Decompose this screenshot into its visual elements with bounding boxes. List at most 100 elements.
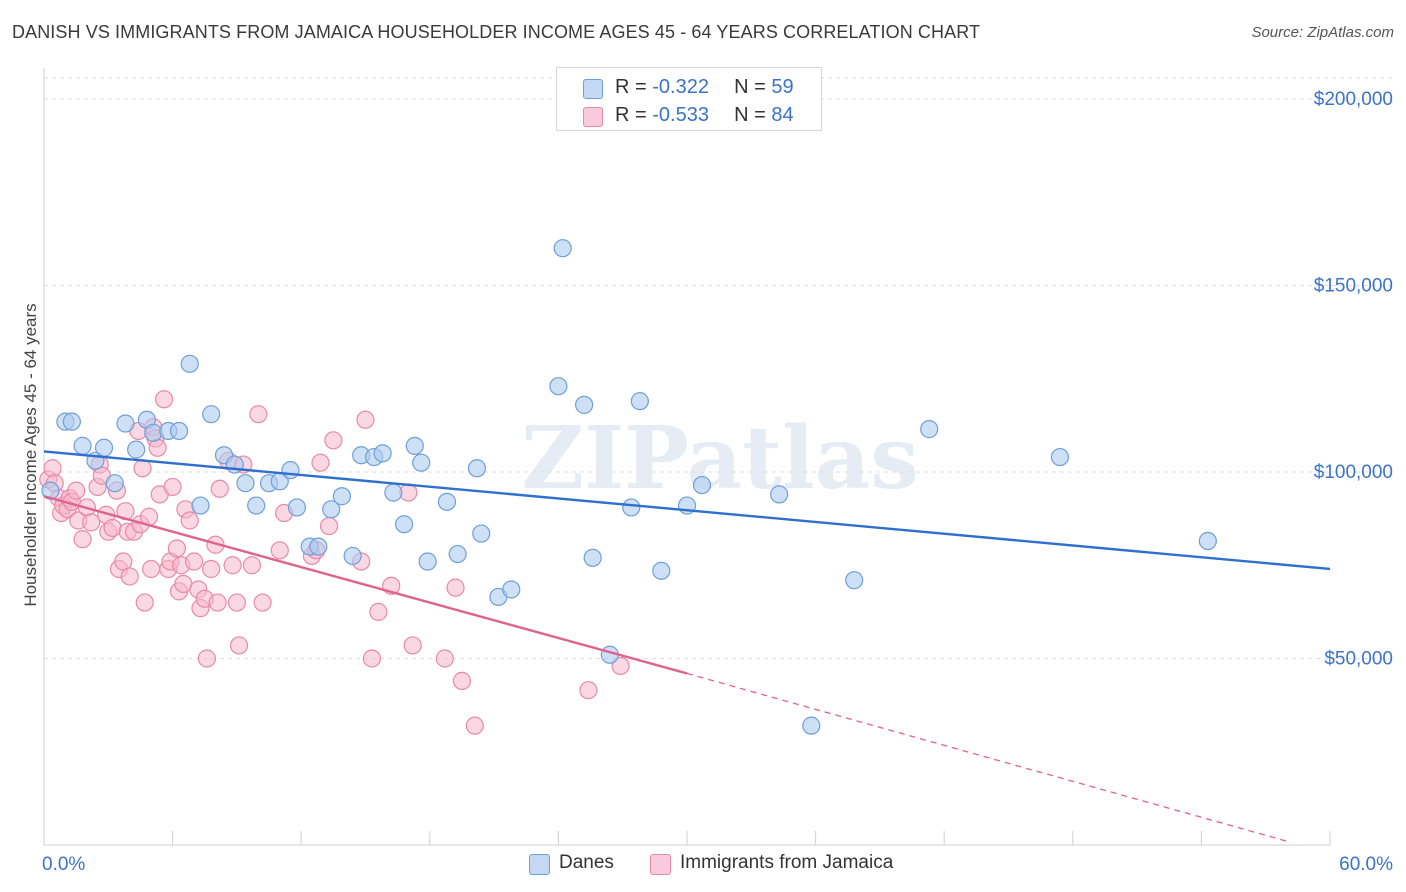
jamaica-point [324, 431, 343, 450]
jamaica-point [135, 593, 154, 612]
danes-point [583, 548, 602, 567]
jamaica-r-label: R = [615, 104, 653, 126]
jamaica-point [120, 567, 139, 586]
danes-point [62, 412, 81, 431]
danes-point [622, 498, 641, 517]
danes-point [553, 239, 572, 258]
jamaica-point [163, 477, 182, 497]
jamaica-point [611, 656, 630, 676]
jamaica-n-value: 84 [771, 104, 794, 126]
danes-point [549, 377, 568, 396]
correlation-legend: R = -0.322 N = 59 R = -0.533 N = 84 [556, 67, 822, 131]
jamaica-point [73, 530, 92, 549]
danes-legend-label: Danes [559, 852, 614, 873]
jamaica-point [452, 671, 472, 690]
danes-swatch [583, 79, 603, 99]
jamaica-point [242, 556, 262, 575]
jamaica-point [223, 556, 242, 575]
jamaica-point [403, 636, 422, 655]
danes-legend-swatch [529, 854, 550, 875]
jamaica-point [435, 649, 454, 668]
jamaica-legend-swatch [650, 854, 671, 875]
danes-point [770, 485, 789, 504]
jamaica-point [202, 559, 221, 579]
jamaica-swatch [583, 107, 603, 127]
x-tick-label: 0.0% [42, 854, 85, 875]
axes [43, 68, 1331, 846]
danes-point [467, 459, 487, 478]
jamaica-point [154, 390, 174, 409]
jamaica-legend-label: Immigrants from Jamaica [680, 852, 894, 873]
jamaica-point [579, 681, 598, 700]
jamaica-trend-extension [686, 672, 1288, 842]
danes-point [1198, 531, 1217, 551]
danes-point [437, 492, 457, 511]
danes-point [373, 444, 392, 463]
y-tick-label: $50,000 [1324, 649, 1393, 670]
y-tick-label: $150,000 [1314, 276, 1393, 297]
jamaica-point [103, 518, 122, 538]
source-label: Source: ZipAtlas.com [1251, 24, 1394, 41]
danes-point [384, 483, 403, 502]
danes-point [845, 571, 864, 590]
danes-point [180, 354, 199, 373]
jamaica-point [43, 459, 62, 478]
jamaica-point [148, 438, 167, 457]
jamaica-n-label: N = [734, 104, 772, 126]
jamaica-point [197, 649, 216, 668]
danes-point [332, 487, 352, 506]
jamaica-point [208, 593, 227, 612]
danes-point [502, 580, 521, 599]
series-jamaica-points [39, 390, 630, 735]
jamaica-point [369, 602, 388, 621]
jamaica-point [229, 636, 249, 655]
danes-n-value: 59 [771, 76, 794, 98]
danes-point [127, 440, 146, 459]
danes-point [105, 474, 124, 493]
jamaica-point [82, 513, 101, 532]
danes-point [692, 475, 712, 495]
danes-n-label: N = [734, 76, 772, 98]
jamaica-point [465, 716, 484, 735]
danes-point [405, 436, 424, 455]
watermark: ZIPatlas [521, 408, 919, 509]
jamaica-point [270, 541, 289, 560]
trend-lines [43, 450, 1331, 842]
danes-point [191, 496, 210, 515]
jamaica-point [249, 405, 268, 424]
jamaica-point [356, 410, 375, 429]
danes-point [412, 453, 431, 472]
jamaica-point [180, 511, 199, 530]
danes-point [169, 421, 189, 441]
jamaica-point [446, 578, 465, 597]
danes-point [287, 498, 307, 517]
jamaica-point [362, 649, 382, 668]
jamaica-point [319, 516, 339, 536]
jamaica-point [253, 593, 272, 612]
danes-point [116, 414, 135, 433]
danes-point [418, 552, 437, 571]
jamaica-trend-line [43, 495, 688, 675]
jamaica-point [184, 552, 204, 571]
danes-r-value: -0.322 [652, 76, 709, 98]
jamaica-point [67, 481, 86, 500]
danes-point [920, 420, 939, 439]
danes-point [448, 544, 467, 564]
jamaica-point [227, 593, 246, 612]
danes-point [322, 500, 341, 519]
danes-r-label: R = [615, 76, 653, 98]
danes-point [94, 438, 114, 457]
series-danes-points [41, 239, 1217, 735]
danes-point [630, 392, 649, 411]
jamaica-point [210, 479, 229, 498]
jamaica-point [311, 453, 330, 472]
chart-title: DANISH VS IMMIGRANTS FROM JAMAICA HOUSEH… [12, 22, 981, 42]
danes-point [281, 461, 300, 480]
y-tick-label: $200,000 [1314, 89, 1393, 110]
jamaica-r-value: -0.533 [652, 104, 709, 126]
tick-labels: $50,000 $100,000 $150,000 $200,000 0.0% 60.0% [42, 89, 1393, 875]
danes-point [394, 515, 414, 534]
danes-point [202, 405, 221, 424]
danes-point [73, 436, 92, 455]
